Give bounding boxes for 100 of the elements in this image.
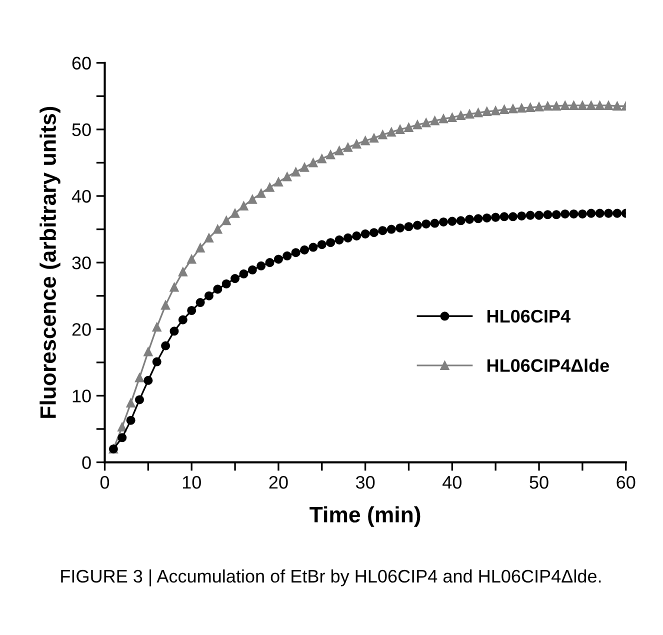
point — [612, 208, 622, 218]
point — [612, 102, 622, 111]
point — [352, 231, 362, 240]
y-tick-label: 10 — [72, 390, 91, 402]
y-tick-label: 0 — [82, 456, 91, 469]
point — [595, 100, 604, 110]
point — [586, 100, 596, 110]
point — [126, 416, 136, 425]
point — [604, 100, 614, 110]
point — [569, 209, 578, 218]
point — [412, 120, 422, 130]
point — [456, 110, 466, 120]
point — [560, 209, 570, 218]
x-tick-label: 60 — [616, 476, 636, 489]
point — [300, 245, 310, 254]
point — [378, 130, 388, 140]
y-tick-label: 20 — [72, 323, 91, 336]
point — [595, 208, 604, 218]
point — [474, 214, 483, 224]
point — [396, 124, 405, 134]
x-tick-label: 50 — [530, 476, 548, 489]
x-tick-label: 10 — [182, 476, 201, 489]
point — [230, 208, 240, 218]
point — [438, 217, 448, 226]
y-tick-label: 30 — [72, 256, 91, 270]
point — [170, 326, 179, 336]
point — [474, 108, 483, 118]
point — [386, 128, 396, 137]
point — [369, 134, 379, 143]
point — [586, 208, 596, 218]
point — [326, 238, 336, 248]
point — [352, 140, 362, 149]
point — [412, 220, 422, 230]
point — [404, 122, 414, 132]
legend-label: HL06CIP4Δlde — [487, 358, 610, 372]
point — [134, 395, 144, 404]
point — [152, 357, 162, 366]
point — [204, 233, 214, 242]
point — [308, 242, 318, 252]
point — [118, 433, 127, 442]
point — [465, 214, 474, 224]
x-axis-title: Time (min) — [310, 506, 420, 527]
point — [448, 216, 457, 226]
x-tick-label: 20 — [269, 476, 288, 489]
point — [369, 228, 379, 238]
point — [552, 210, 561, 220]
point — [491, 106, 500, 116]
point — [482, 213, 492, 222]
point — [343, 142, 352, 152]
point — [178, 315, 188, 324]
point — [170, 282, 179, 292]
point — [187, 254, 196, 264]
point — [534, 210, 544, 220]
point — [430, 218, 440, 228]
point — [152, 322, 162, 332]
point — [126, 398, 136, 408]
point — [500, 104, 509, 114]
point — [256, 188, 266, 198]
point — [448, 112, 457, 122]
point — [222, 216, 231, 226]
point — [161, 341, 170, 350]
point — [491, 212, 500, 222]
point — [404, 222, 414, 232]
y-tick-label: 40 — [72, 190, 91, 203]
point — [187, 306, 196, 316]
point — [213, 224, 222, 234]
point — [543, 210, 552, 220]
point — [604, 208, 614, 218]
point — [526, 102, 535, 112]
point — [204, 291, 214, 300]
point — [334, 146, 344, 156]
point — [456, 216, 466, 226]
point — [360, 229, 370, 238]
point — [161, 300, 170, 310]
point — [282, 251, 292, 260]
point — [248, 194, 257, 204]
point — [578, 209, 587, 218]
point — [291, 248, 300, 258]
point — [422, 118, 431, 128]
point — [526, 210, 535, 220]
point — [517, 104, 526, 113]
point — [308, 158, 318, 168]
point — [144, 376, 153, 385]
point — [256, 261, 266, 270]
point — [438, 114, 448, 124]
point — [196, 298, 205, 308]
caption: FIGURE 3 | Accumulation of EtBr by HL06CIP4 and HL06CIP4Δlde. — [61, 569, 601, 586]
point — [396, 223, 405, 232]
point — [422, 219, 431, 228]
point — [317, 154, 326, 164]
point — [178, 267, 188, 276]
point — [265, 182, 274, 192]
point — [317, 240, 326, 250]
y-tick-label: 50 — [72, 123, 91, 136]
point — [508, 104, 518, 114]
point — [465, 110, 474, 119]
point — [560, 100, 570, 110]
point — [300, 162, 310, 172]
point — [291, 168, 300, 177]
point — [248, 265, 257, 274]
